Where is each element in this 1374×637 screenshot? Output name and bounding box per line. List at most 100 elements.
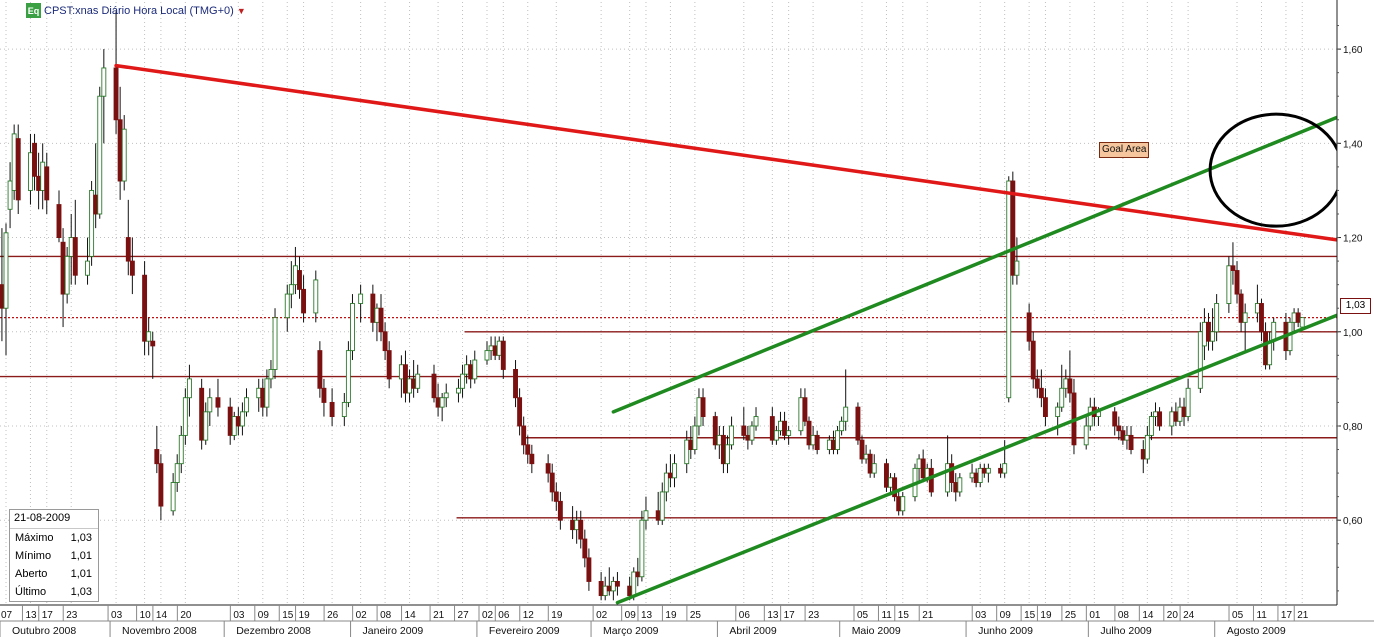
candle-body <box>553 491 559 502</box>
candle <box>488 336 494 361</box>
info-label: Mínimo <box>15 550 52 562</box>
title-dropdown-icon[interactable]: ▼ <box>236 5 246 16</box>
candle-body <box>667 472 673 479</box>
info-row-high: Máximo 1,03 <box>10 529 98 547</box>
candle-body <box>1201 321 1207 347</box>
candle <box>1042 388 1048 426</box>
candle-body <box>227 406 233 436</box>
candle-body <box>1059 387 1065 408</box>
candle <box>802 388 808 426</box>
candle <box>741 407 747 441</box>
x-tick-label: 13 <box>767 610 779 621</box>
candle <box>199 378 205 450</box>
candle-body <box>725 444 730 465</box>
candle-body <box>513 369 518 399</box>
candle <box>835 425 840 455</box>
candle <box>150 331 156 379</box>
candle <box>321 378 327 417</box>
candle <box>117 86 123 200</box>
candle-body <box>11 133 17 191</box>
candle-body <box>1153 411 1158 418</box>
candle <box>867 449 873 478</box>
candle <box>374 303 380 342</box>
candle-body <box>814 434 820 450</box>
candle <box>301 275 307 323</box>
y-tick-label: 1,00 <box>1343 328 1363 339</box>
candle <box>231 411 237 441</box>
candle <box>521 416 527 455</box>
candle-body <box>1214 303 1220 333</box>
candle <box>602 576 608 601</box>
candle <box>712 411 718 450</box>
candle-body <box>150 340 156 347</box>
candle <box>570 506 576 540</box>
candle-body <box>688 439 694 450</box>
candle <box>170 473 176 516</box>
candle-body <box>1038 387 1044 399</box>
candle <box>146 317 152 356</box>
candle-body <box>1144 434 1150 460</box>
candle <box>203 402 209 445</box>
x-tick-label: 23 <box>808 610 820 621</box>
x-tick-label: 25 <box>1065 610 1077 621</box>
candle <box>142 261 148 356</box>
candle-body <box>32 142 37 177</box>
candle <box>517 388 523 436</box>
candle-body <box>403 364 408 394</box>
candle-body <box>125 237 131 262</box>
x-tick-label: 21 <box>922 610 934 621</box>
x-tick-label: 06 <box>739 610 751 621</box>
info-label: Último <box>15 586 47 598</box>
candle-body <box>602 585 608 597</box>
candle-body <box>916 458 922 469</box>
candle <box>684 430 690 474</box>
candle-body <box>398 364 404 380</box>
candle-body <box>1173 411 1179 422</box>
candle <box>1242 303 1248 351</box>
candle-body <box>1210 331 1216 342</box>
candle-body <box>341 401 347 418</box>
x-tick-label: 11 <box>1256 610 1267 621</box>
candle <box>1140 440 1146 474</box>
candle-body <box>769 416 775 441</box>
candle <box>855 402 861 445</box>
candle <box>129 237 135 295</box>
candle <box>256 378 262 412</box>
candle <box>186 364 192 417</box>
candle <box>260 378 266 417</box>
y-tick-label: 0,60 <box>1343 516 1363 527</box>
candle <box>113 11 119 134</box>
candle-body <box>900 496 906 512</box>
x-tick-label: 17 <box>42 610 54 621</box>
candle-body <box>945 463 951 493</box>
candle-body <box>843 406 849 422</box>
candle-body <box>598 580 604 597</box>
candle <box>1063 369 1069 398</box>
candle-body <box>810 434 816 446</box>
candle <box>1210 308 1216 351</box>
candle-body <box>778 420 783 432</box>
candle <box>920 449 926 483</box>
x-tick-label: 27 <box>458 610 470 621</box>
candle-body <box>1254 303 1260 314</box>
x-tick-label: 19 <box>551 610 563 621</box>
candle <box>1055 402 1061 436</box>
candle <box>313 270 319 323</box>
candle-body <box>484 350 490 361</box>
candle-body <box>93 194 99 215</box>
candle-body <box>806 420 812 446</box>
candle <box>1034 369 1040 398</box>
candle <box>892 473 898 502</box>
candle-body <box>178 434 184 465</box>
candle <box>44 152 50 214</box>
candle-body <box>3 232 9 309</box>
month-label: Dezembro 2008 <box>236 625 311 637</box>
candle-body <box>700 397 706 418</box>
candle <box>945 435 951 497</box>
candle-body <box>753 416 759 427</box>
candle <box>398 355 404 398</box>
goal-area-label[interactable]: Goal Area <box>1099 142 1150 158</box>
chart-title-bar[interactable]: Eq CPST:xnas Diário Hora Local (TMG+0) ▼ <box>26 3 246 18</box>
